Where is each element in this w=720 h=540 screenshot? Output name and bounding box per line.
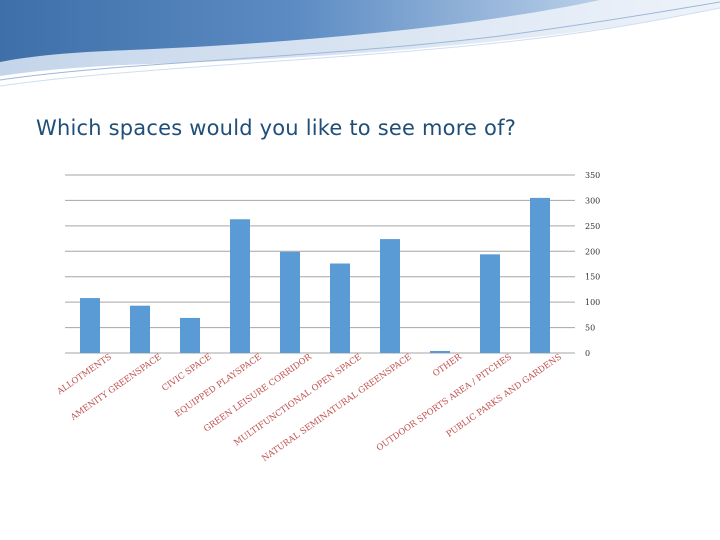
category-label: CIVIC SPACE	[160, 352, 213, 394]
slide-title: Which spaces would you like to see more …	[36, 116, 517, 140]
y-axis-ticks: 0 50 100 150 200 250 300 350	[585, 171, 600, 358]
y-tick-label: 150	[585, 273, 600, 282]
bar	[530, 197, 550, 353]
bar	[480, 254, 500, 353]
y-tick-label: 50	[585, 324, 595, 333]
bar	[380, 239, 400, 353]
bar	[330, 263, 350, 353]
category-label: AMENITY GREENSPACE	[68, 352, 163, 423]
bar	[230, 219, 250, 353]
y-tick-label: 200	[585, 247, 600, 256]
bar	[280, 251, 300, 353]
bar	[430, 350, 450, 353]
category-label: EQUIPPED PLAYSPACE	[173, 352, 263, 419]
bar-chart: 0 50 100 150 200 250 300 350 ALLOTMENTSAMENITY …	[55, 171, 600, 464]
bar	[130, 305, 150, 353]
bar	[80, 298, 100, 353]
bars	[80, 197, 550, 353]
header-banner	[0, 0, 720, 87]
y-tick-label: 100	[585, 298, 600, 307]
y-tick-label: 0	[585, 349, 590, 358]
bar	[180, 317, 200, 353]
category-label: OTHER	[431, 352, 464, 379]
y-tick-label: 250	[585, 222, 600, 231]
y-tick-label: 350	[585, 171, 600, 180]
y-tick-label: 300	[585, 196, 600, 205]
